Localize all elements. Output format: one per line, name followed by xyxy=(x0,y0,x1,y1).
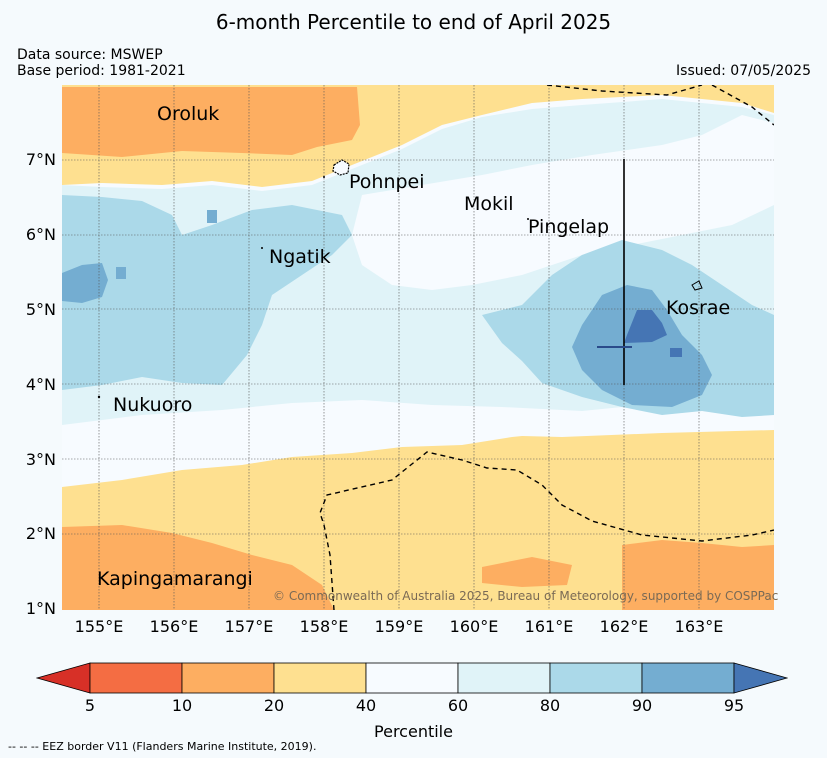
colorbar-tick: 95 xyxy=(723,696,745,715)
lon-label: 159°E xyxy=(374,617,424,636)
nukuoro-atoll xyxy=(97,395,101,399)
colorbar-tick: 90 xyxy=(631,696,653,715)
colorbar-5-10 xyxy=(89,662,183,694)
percentile-map xyxy=(62,85,774,610)
colorbar-tick: 10 xyxy=(171,696,193,715)
eez-footnote: -- -- -- EEZ border V11 (Flanders Marine… xyxy=(8,740,317,753)
colorbar-20-40 xyxy=(273,662,367,694)
colorbar-10-20 xyxy=(181,662,275,694)
colorbar-tick: 60 xyxy=(447,696,469,715)
percentile-90-95-east xyxy=(572,285,712,407)
label-ngatik: Ngatik xyxy=(269,246,331,268)
lat-label: 3°N xyxy=(25,450,56,469)
colorbar-80-90 xyxy=(549,662,643,694)
base-period: Base period: 1981-2021 xyxy=(17,63,186,79)
colorbar-tick: 40 xyxy=(355,696,377,715)
colorbar-tick: 5 xyxy=(84,696,96,715)
map-title: 6-month Percentile to end of April 2025 xyxy=(215,10,612,34)
label-pohnpei: Pohnpei xyxy=(349,171,425,193)
colorbar-tick: 20 xyxy=(263,696,285,715)
lat-label: 4°N xyxy=(25,375,56,394)
colorbar-label: Percentile xyxy=(374,722,453,741)
lon-label: 158°E xyxy=(299,617,349,636)
percentile-10-20-southeast xyxy=(622,540,774,610)
percentile-10-20-southwest xyxy=(62,525,334,610)
colorbar-60-80 xyxy=(457,662,551,694)
percentile-10-20-north xyxy=(62,87,360,157)
percentile-80-90-west xyxy=(62,195,352,390)
colorbar-below-5 xyxy=(36,662,91,694)
label-pingelap: Pingelap xyxy=(528,216,610,238)
label-mokil: Mokil xyxy=(464,193,514,215)
issued-date: Issued: 07/05/2025 xyxy=(676,63,811,79)
label-oroluk: Oroluk xyxy=(157,103,220,125)
copyright-notice: © Commonwealth of Australia 2025, Bureau… xyxy=(273,589,779,603)
ngatik-atoll xyxy=(261,247,263,249)
lon-label: 155°E xyxy=(74,617,124,636)
lon-label: 156°E xyxy=(149,617,199,636)
lat-label: 6°N xyxy=(25,225,56,244)
lon-label: 162°E xyxy=(599,617,649,636)
lat-label: 5°N xyxy=(25,300,56,319)
percentile-90-95-west xyxy=(62,263,108,303)
lon-label: 161°E xyxy=(524,617,574,636)
lat-label: 7°N xyxy=(25,150,56,169)
eez-border xyxy=(319,85,774,610)
label-kapingamarangi: Kapingamarangi xyxy=(97,568,253,590)
lon-label: 163°E xyxy=(674,617,724,636)
lat-label: 2°N xyxy=(25,524,56,543)
data-source: Data source: MSWEP xyxy=(17,47,163,63)
colorbar-40-60 xyxy=(365,662,459,694)
kosrae-island xyxy=(691,280,703,291)
colorbar-90-95 xyxy=(641,662,735,694)
pingelap-atoll xyxy=(527,218,529,220)
percentile-above-95-east xyxy=(624,310,667,343)
colorbar-tick: 80 xyxy=(539,696,561,715)
label-nukuoro: Nukuoro xyxy=(113,394,193,416)
colorbar xyxy=(36,662,788,694)
lat-label: 1°N xyxy=(25,599,56,618)
colorbar-above-95 xyxy=(733,662,788,694)
label-kosrae: Kosrae xyxy=(666,297,731,319)
lon-label: 160°E xyxy=(449,617,499,636)
lon-label: 157°E xyxy=(224,617,274,636)
pohnpei-island xyxy=(332,159,350,176)
